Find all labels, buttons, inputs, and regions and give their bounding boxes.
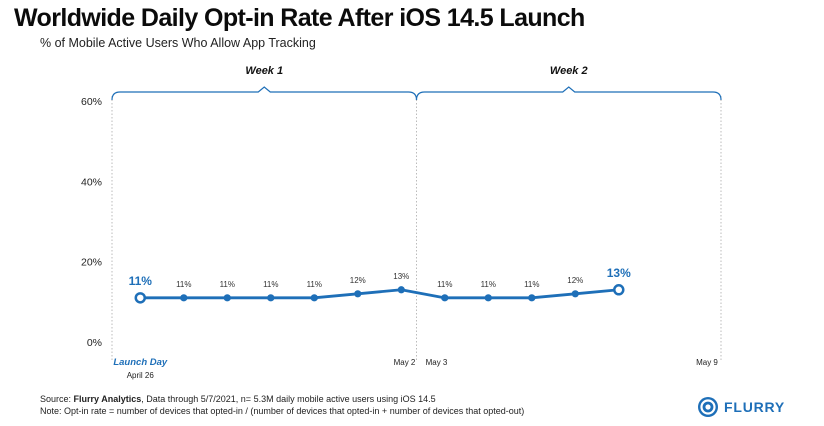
week-label: Week 2	[550, 65, 588, 77]
chart-title: Worldwide Daily Opt-in Rate After iOS 14…	[14, 4, 585, 32]
x-tick-label: May 9	[696, 358, 718, 367]
source-detail: , Data through 5/7/2021, n= 5.3M daily m…	[141, 394, 436, 404]
data-label: 11%	[129, 274, 153, 288]
x-tick-label: May 3	[426, 358, 448, 367]
y-tick-label: 60%	[81, 96, 102, 108]
week-brace	[111, 86, 418, 101]
data-label: 12%	[350, 276, 366, 285]
data-label: 13%	[607, 266, 631, 280]
y-tick-label: 20%	[81, 257, 102, 269]
data-point	[571, 290, 579, 298]
data-point	[310, 294, 318, 302]
data-point-highlight	[134, 292, 147, 304]
data-point	[484, 294, 492, 302]
data-label: 11%	[437, 280, 452, 289]
flurry-logo: FLURRY	[697, 396, 785, 418]
data-point	[441, 294, 449, 302]
data-label: 12%	[567, 276, 583, 285]
footer-notes: Source: Flurry Analytics, Data through 5…	[40, 394, 524, 417]
data-point	[223, 294, 231, 302]
chart-subtitle: % of Mobile Active Users Who Allow App T…	[40, 36, 316, 50]
series-line	[140, 288, 619, 300]
data-label: 11%	[220, 280, 235, 289]
y-tick-label: 0%	[87, 337, 102, 349]
data-label: 11%	[481, 280, 496, 289]
data-point	[180, 294, 188, 302]
data-label: 13%	[393, 272, 409, 281]
x-tick-sublabel: April 26	[127, 371, 155, 380]
flurry-logo-text: FLURRY	[724, 399, 786, 415]
y-tick-label: 40%	[81, 176, 102, 188]
x-tick-label: Launch Day	[113, 357, 168, 368]
source-name: Flurry Analytics	[73, 394, 142, 404]
flurry-logo-icon	[698, 397, 718, 417]
data-label: 11%	[524, 280, 539, 289]
note-line: Note: Opt-in rate = number of devices th…	[40, 405, 525, 416]
data-label: 11%	[307, 280, 322, 289]
data-point	[354, 290, 362, 298]
data-label: 11%	[176, 280, 191, 289]
data-label: 11%	[263, 280, 278, 289]
x-tick-label: May 2	[394, 358, 416, 367]
data-point	[267, 294, 275, 302]
week-brace	[415, 86, 722, 101]
source-label: Source:	[40, 394, 74, 404]
source-line: Source: Flurry Analytics, Data through 5…	[40, 394, 524, 406]
data-point	[397, 286, 405, 294]
data-point-highlight	[613, 284, 625, 296]
data-point	[528, 294, 536, 302]
week-label: Week 1	[245, 65, 283, 77]
